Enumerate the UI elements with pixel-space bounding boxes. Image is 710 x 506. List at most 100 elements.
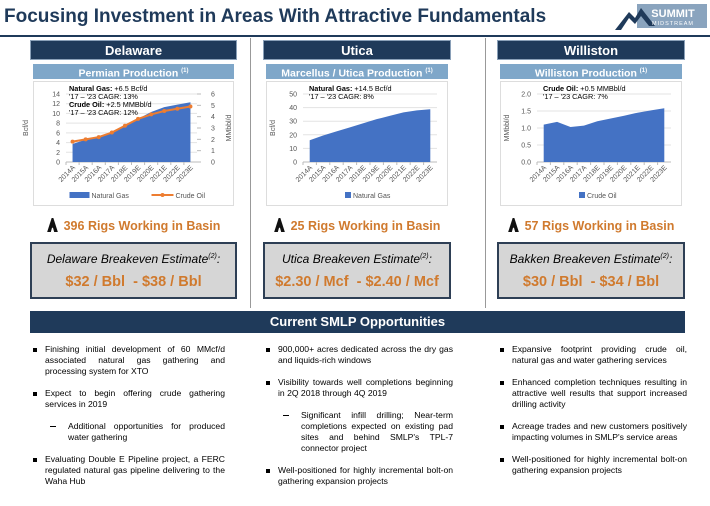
opportunity-bullet: 900,000+ acres dedicated across the dry … [263,344,453,366]
y-tick-label: 20 [289,132,297,139]
y2-tick-label: 6 [211,92,215,99]
rig-count-text: 25 Rigs Working in Basin [290,219,441,233]
breakeven-label: Delaware Breakeven Estimate(2): [46,252,221,266]
production-chart: MMbbl/d 0.0 0.5 1.0 1.5 2.0 2014A 2015A 2016A 201… [500,81,682,206]
basin-column-williston: Williston Williston Production (1) MMbbl… [497,40,685,299]
production-chart: Bcf/d 0 2 4 6 8 10 12 14 0 1 2 3 4 5 6 MMbbl/d 2014A 2015A… [23,81,234,206]
drilling-rig-icon [507,215,519,233]
footnote-marker: (2) [208,253,217,260]
basin-header: Utica [263,40,451,60]
footnote-marker: (1) [425,68,433,74]
data-point [175,106,180,111]
opportunity-bullet: Acreage trades and new customers positiv… [497,421,687,443]
opportunity-bullet: Additional opportunities for produced wa… [30,421,225,443]
drilling-rig-icon [46,215,58,233]
opportunity-bullet: Finishing initial development of 60 MMcf… [30,344,225,377]
y-tick-label: 30 [289,119,297,126]
footnote-marker: (1) [639,68,648,74]
footnote-marker: (2) [660,253,669,260]
production-subheader: Williston Production (1) [500,64,682,80]
production-chart: Bcf/d 0 10 20 30 40 50 2014A 2015A 2016A 2017A 2018… [266,81,448,206]
breakeven-label: Utica Breakeven Estimate(2): [282,252,432,266]
y2-tick-label: 0 [211,160,215,167]
y-tick-label: 1.0 [521,126,531,133]
opportunity-bullet: Expect to begin offering crude gathering… [30,388,225,410]
drilling-rig-icon [273,215,285,233]
production-subheader: Permian Production (1) [33,64,234,80]
opportunity-bullet: Significant infill drilling; Near-term c… [263,410,453,454]
y2-tick-label: 2 [211,137,215,144]
rig-count-text: 396 Rigs Working in Basin [63,219,221,233]
chart-annotation: Crude Oil: +0.5 MMBbl/d [543,84,626,93]
opportunity-bullet: Expansive footprint providing crude oil,… [497,344,687,366]
basin-header: Delaware [30,40,237,60]
breakeven-value: $30 / Bbl - $34 / Bbl [522,274,660,290]
data-point [109,130,114,135]
opportunities-header: Current SMLP Opportunities [30,311,685,333]
breakeven-label-text: Bakken Breakeven Estimate [509,252,661,266]
opportunity-bullet: Enhanced completion techniques resulting… [497,377,687,410]
data-point [149,112,154,117]
breakeven-box: Bakken Breakeven Estimate(2): $30 / Bbl … [497,242,685,299]
rig-count: 396 Rigs Working in Basin [30,215,237,236]
y-tick-label: 0 [293,160,297,167]
breakeven-label-text: Delaware Breakeven Estimate [46,252,209,266]
y-axis-label: MMbbl/d [504,114,511,141]
summit-midstream-logo: SUMMIT MIDSTREAM [615,4,707,30]
basin-header: Williston [497,40,685,60]
data-point [136,116,141,121]
breakeven-box: Delaware Breakeven Estimate(2): $32 / Bb… [30,242,237,299]
y2-tick-label: 3 [211,126,215,133]
y-axis-label: Bcf/d [270,120,277,136]
area-series-natural-gas [72,102,191,162]
basin-column-delaware: Delaware Permian Production (1) Bcf/d 0 2 4… [23,40,237,299]
y-tick-label: 12 [52,101,60,108]
y-tick-label: 40 [289,105,297,112]
data-point [70,139,75,144]
column-divider [250,38,251,308]
opportunity-bullet: Well-positioned for highly incremental b… [497,454,687,476]
y-tick-label: 50 [289,92,297,99]
legend-label: Crude Oil [176,193,206,200]
breakeven-label-text: Utica Breakeven Estimate [282,252,421,266]
area-series-natural-gas [309,109,431,162]
y-tick-label: 0.5 [521,143,531,150]
footnote-marker: (1) [181,68,189,74]
legend-swatch [69,192,90,198]
y-tick-label: 2.0 [521,92,531,99]
line-series-crude-oil [72,105,191,143]
legend-marker [160,193,165,197]
opportunity-bullet: Evaluating Double E Pipeline project, a … [30,454,225,487]
y-tick-label: 1.5 [521,109,531,116]
chart-annotation: Natural Gas: +14.5 Bcf/d [309,84,392,93]
breakeven-label: Bakken Breakeven Estimate(2): [509,252,673,266]
data-point [96,135,101,140]
data-point [122,123,127,128]
opportunity-list: Expansive footprint providing crude oil,… [497,344,687,487]
y-axis-label: Bcf/d [23,120,30,136]
opportunity-bullet: Well-positioned for highly incremental b… [263,465,453,487]
data-point [162,109,167,113]
subheader-text: Williston Production [534,67,637,80]
y-tick-label: 2 [56,150,60,157]
subheader-text: Marcellus / Utica Production [281,67,423,80]
basin-column-utica: Utica Marcellus / Utica Production (1) B… [263,40,451,299]
subheader-text: Permian Production [78,67,179,80]
data-point [83,137,88,142]
y-tick-label: 10 [289,146,297,153]
y-tick-label: 8 [56,121,60,128]
legend-label: Natural Gas [92,193,130,200]
y2-tick-label: 5 [211,103,215,110]
y-tick-label: 10 [52,111,60,118]
y2-tick-label: 4 [211,114,215,121]
rig-count-text: 57 Rigs Working in Basin [524,219,675,233]
chart-annotation: Natural Gas: +6.5 Bcf/d [69,84,147,93]
opportunity-list: Finishing initial development of 60 MMcf… [30,344,225,498]
y-tick-label: 14 [52,92,60,99]
chart-annotation: '17 – '23 CAGR: 13% [69,92,138,101]
y-tick-label: 0 [56,160,60,167]
chart-annotation: '17 – '23 CAGR: 7% [543,92,608,101]
column-divider [485,38,486,308]
y-tick-label: 4 [56,140,60,147]
breakeven-value: $2.30 / Mcf - $2.40 / Mcf [275,274,439,290]
